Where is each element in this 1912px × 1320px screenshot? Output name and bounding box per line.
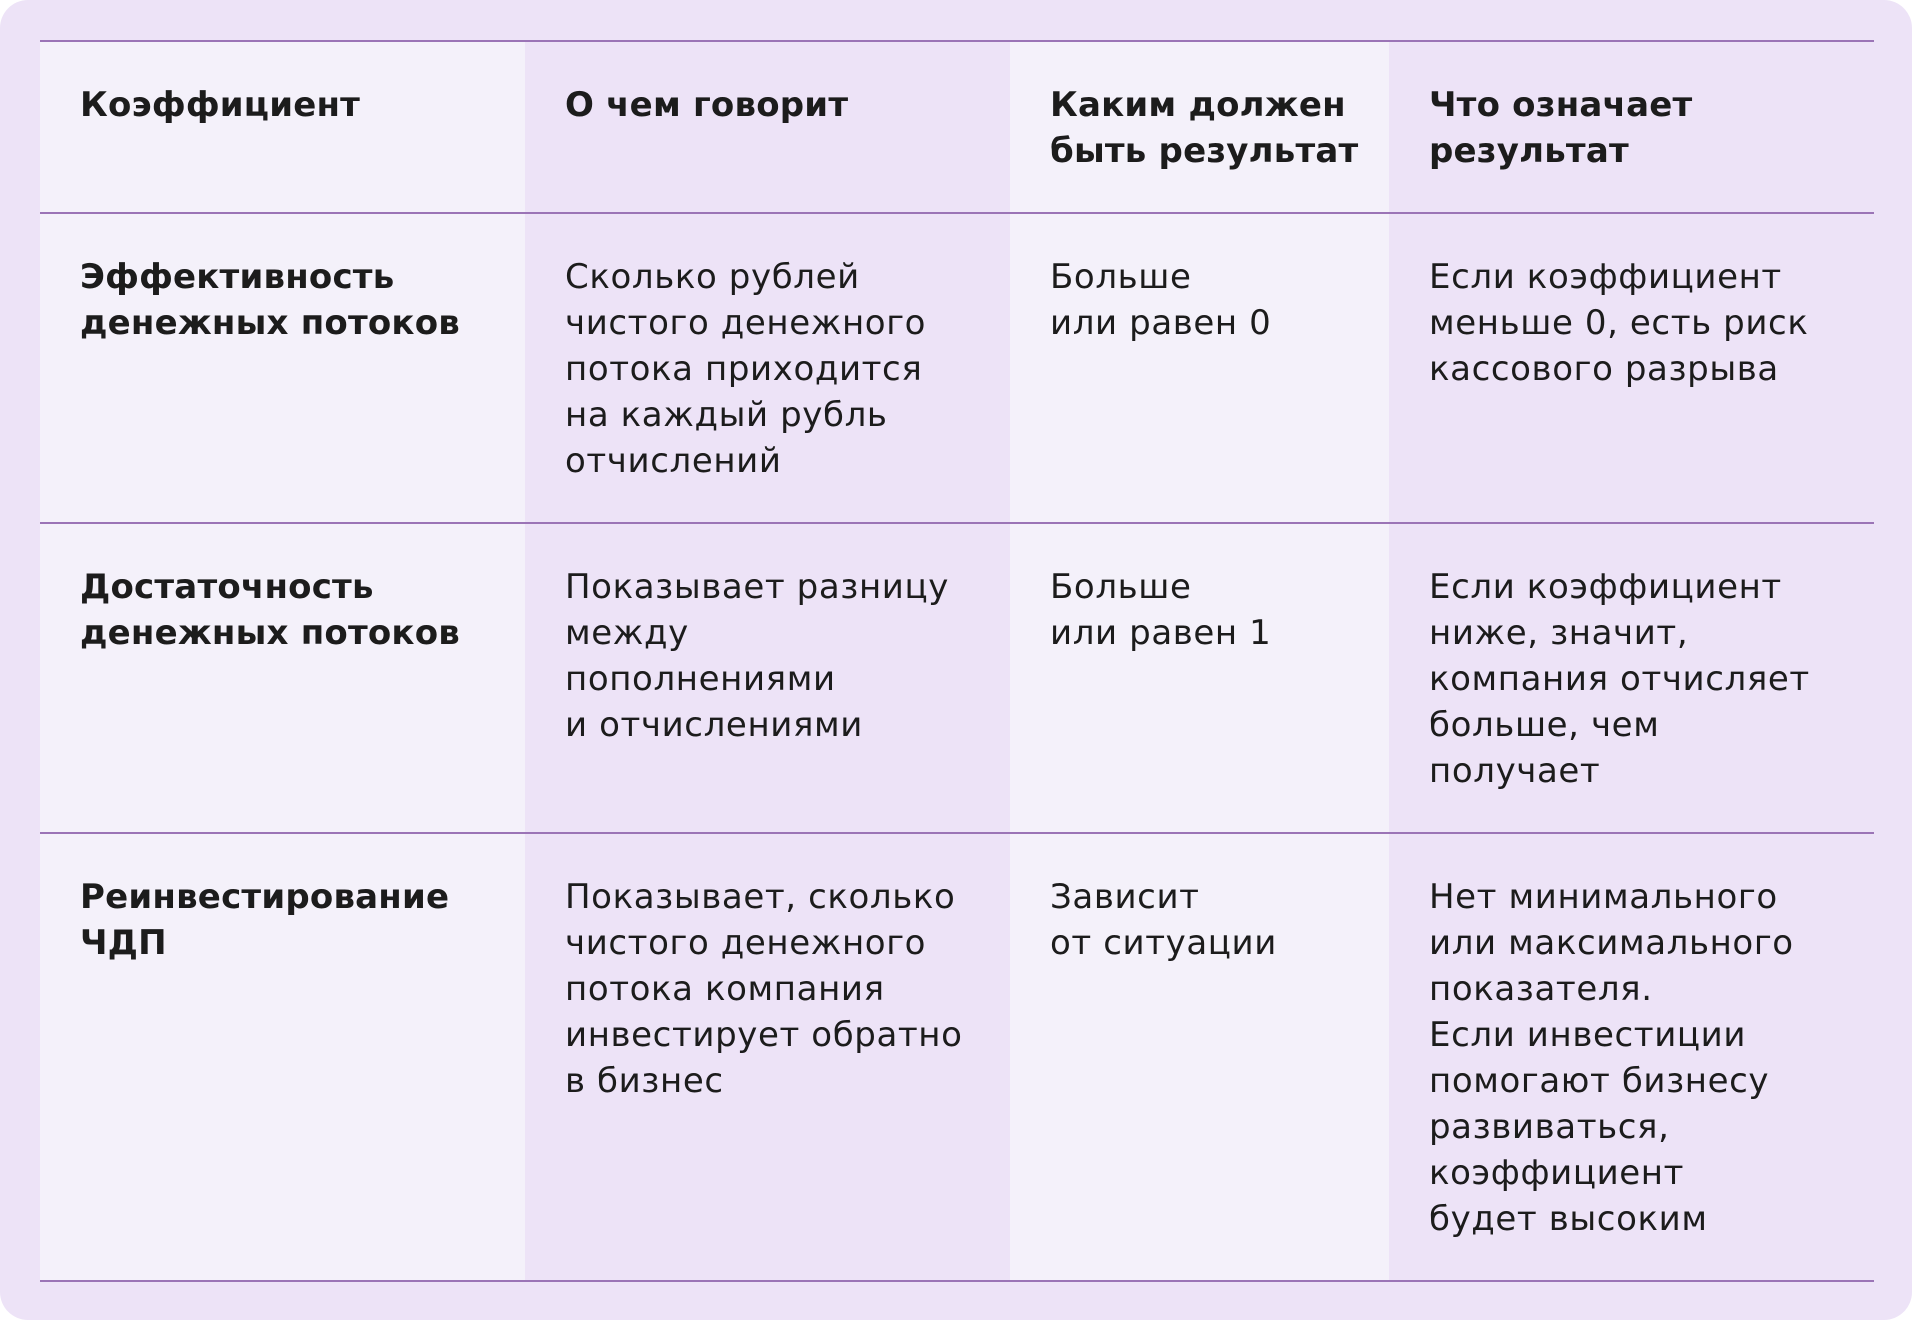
header-expected-result: Каким должен быть результат	[1010, 41, 1389, 213]
cell-coefficient-name: Достаточность денежных потоков	[40, 523, 525, 833]
cell-meaning: Сколько рублей чистого денежного потока …	[525, 213, 1010, 523]
table-container: Коэффициент О чем говорит Каким должен б…	[40, 40, 1874, 1282]
cell-expected-result: Больше или равен 1	[1010, 523, 1389, 833]
table-row: Эффективность денежных потоков Сколько р…	[40, 213, 1874, 523]
cell-meaning: Показывает разницу между пополнениями и …	[525, 523, 1010, 833]
header-meaning: О чем говорит	[525, 41, 1010, 213]
cell-interpretation: Нет минимального или максимального показ…	[1389, 833, 1874, 1281]
coefficients-table: Коэффициент О чем говорит Каким должен б…	[40, 40, 1874, 1282]
cell-expected-result: Зависит от ситуации	[1010, 833, 1389, 1281]
cell-interpretation: Если коэффициент ниже, значит, компания …	[1389, 523, 1874, 833]
cell-meaning: Показывает, сколько чистого денежного по…	[525, 833, 1010, 1281]
cell-coefficient-name: Реинвестирование ЧДП	[40, 833, 525, 1281]
cell-expected-result: Больше или равен 0	[1010, 213, 1389, 523]
table-row: Достаточность денежных потоков Показывае…	[40, 523, 1874, 833]
table-header-row: Коэффициент О чем говорит Каким должен б…	[40, 41, 1874, 213]
header-result-interpretation: Что означает результат	[1389, 41, 1874, 213]
cell-interpretation: Если коэффициент меньше 0, есть риск кас…	[1389, 213, 1874, 523]
header-coefficient: Коэффициент	[40, 41, 525, 213]
table-row: Реинвестирование ЧДП Показывает, сколько…	[40, 833, 1874, 1281]
cell-coefficient-name: Эффективность денежных потоков	[40, 213, 525, 523]
